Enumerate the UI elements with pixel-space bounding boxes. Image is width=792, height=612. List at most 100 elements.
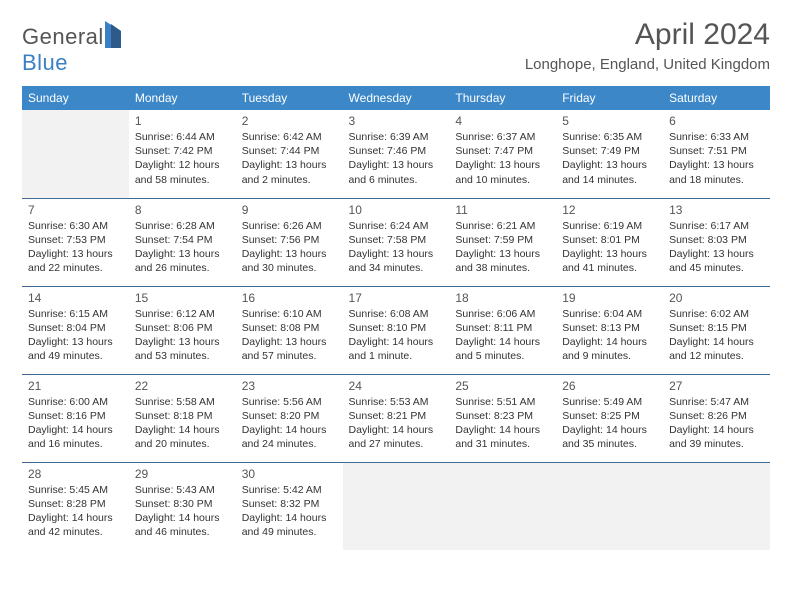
daylight-text: Daylight: 14 hours and 31 minutes. xyxy=(455,423,550,451)
day-info: Sunrise: 6:19 AMSunset: 8:01 PMDaylight:… xyxy=(562,219,657,276)
daylight-text: Daylight: 14 hours and 5 minutes. xyxy=(455,335,550,363)
day-number: 14 xyxy=(28,291,123,305)
title-block: April 2024 Longhope, England, United Kin… xyxy=(525,18,770,73)
day-number: 28 xyxy=(28,467,123,481)
sunset-text: Sunset: 8:26 PM xyxy=(669,409,764,423)
sunrise-text: Sunrise: 6:28 AM xyxy=(135,219,230,233)
calendar-cell: 8Sunrise: 6:28 AMSunset: 7:54 PMDaylight… xyxy=(129,198,236,286)
day-number: 11 xyxy=(455,203,550,217)
calendar-week-row: 1Sunrise: 6:44 AMSunset: 7:42 PMDaylight… xyxy=(22,110,770,198)
calendar-cell-empty xyxy=(22,110,129,198)
calendar-cell: 6Sunrise: 6:33 AMSunset: 7:51 PMDaylight… xyxy=(663,110,770,198)
logo-text-general: General xyxy=(22,24,104,49)
weekday-header: Thursday xyxy=(449,86,556,110)
sunset-text: Sunset: 7:54 PM xyxy=(135,233,230,247)
sunset-text: Sunset: 8:03 PM xyxy=(669,233,764,247)
daylight-text: Daylight: 13 hours and 6 minutes. xyxy=(349,158,444,186)
calendar-cell: 23Sunrise: 5:56 AMSunset: 8:20 PMDayligh… xyxy=(236,374,343,462)
day-number: 17 xyxy=(349,291,444,305)
sunset-text: Sunset: 8:20 PM xyxy=(242,409,337,423)
sunset-text: Sunset: 8:11 PM xyxy=(455,321,550,335)
sunrise-text: Sunrise: 5:42 AM xyxy=(242,483,337,497)
calendar-cell: 25Sunrise: 5:51 AMSunset: 8:23 PMDayligh… xyxy=(449,374,556,462)
sunset-text: Sunset: 8:08 PM xyxy=(242,321,337,335)
calendar-cell: 26Sunrise: 5:49 AMSunset: 8:25 PMDayligh… xyxy=(556,374,663,462)
day-number: 4 xyxy=(455,114,550,128)
sunrise-text: Sunrise: 6:10 AM xyxy=(242,307,337,321)
sunset-text: Sunset: 8:25 PM xyxy=(562,409,657,423)
daylight-text: Daylight: 14 hours and 9 minutes. xyxy=(562,335,657,363)
weekday-header: Tuesday xyxy=(236,86,343,110)
calendar-cell: 21Sunrise: 6:00 AMSunset: 8:16 PMDayligh… xyxy=(22,374,129,462)
day-number: 1 xyxy=(135,114,230,128)
day-info: Sunrise: 5:49 AMSunset: 8:25 PMDaylight:… xyxy=(562,395,657,452)
day-info: Sunrise: 5:42 AMSunset: 8:32 PMDaylight:… xyxy=(242,483,337,540)
sunset-text: Sunset: 8:16 PM xyxy=(28,409,123,423)
calendar-cell: 9Sunrise: 6:26 AMSunset: 7:56 PMDaylight… xyxy=(236,198,343,286)
page-header: General Blue April 2024 Longhope, Englan… xyxy=(22,18,770,76)
sunset-text: Sunset: 8:01 PM xyxy=(562,233,657,247)
sunrise-text: Sunrise: 6:15 AM xyxy=(28,307,123,321)
day-info: Sunrise: 6:10 AMSunset: 8:08 PMDaylight:… xyxy=(242,307,337,364)
day-info: Sunrise: 6:28 AMSunset: 7:54 PMDaylight:… xyxy=(135,219,230,276)
weekday-header: Wednesday xyxy=(343,86,450,110)
daylight-text: Daylight: 14 hours and 35 minutes. xyxy=(562,423,657,451)
sunrise-text: Sunrise: 6:12 AM xyxy=(135,307,230,321)
calendar-cell: 12Sunrise: 6:19 AMSunset: 8:01 PMDayligh… xyxy=(556,198,663,286)
day-info: Sunrise: 6:24 AMSunset: 7:58 PMDaylight:… xyxy=(349,219,444,276)
day-info: Sunrise: 5:51 AMSunset: 8:23 PMDaylight:… xyxy=(455,395,550,452)
sunset-text: Sunset: 8:28 PM xyxy=(28,497,123,511)
day-number: 10 xyxy=(349,203,444,217)
calendar-cell: 29Sunrise: 5:43 AMSunset: 8:30 PMDayligh… xyxy=(129,462,236,550)
sunrise-text: Sunrise: 6:08 AM xyxy=(349,307,444,321)
calendar-cell: 18 Sunrise: 6:06 AMSunset: 8:11 PMDayligh… xyxy=(449,286,556,374)
daylight-text: Daylight: 14 hours and 49 minutes. xyxy=(242,511,337,539)
day-info: Sunrise: 6:06 AMSunset: 8:11 PMDaylight:… xyxy=(455,307,550,364)
daylight-text: Daylight: 13 hours and 22 minutes. xyxy=(28,247,123,275)
sunrise-text: Sunrise: 6:37 AM xyxy=(455,130,550,144)
calendar-cell-empty xyxy=(343,462,450,550)
calendar-cell: 3Sunrise: 6:39 AMSunset: 7:46 PMDaylight… xyxy=(343,110,450,198)
day-info: Sunrise: 6:42 AMSunset: 7:44 PMDaylight:… xyxy=(242,130,337,187)
day-number: 30 xyxy=(242,467,337,481)
day-info: Sunrise: 6:21 AMSunset: 7:59 PMDaylight:… xyxy=(455,219,550,276)
sunrise-text: Sunrise: 6:21 AM xyxy=(455,219,550,233)
daylight-text: Daylight: 13 hours and 30 minutes. xyxy=(242,247,337,275)
weekday-header: Friday xyxy=(556,86,663,110)
sunset-text: Sunset: 7:46 PM xyxy=(349,144,444,158)
calendar-page: General Blue April 2024 Longhope, Englan… xyxy=(0,0,792,612)
sunrise-text: Sunrise: 6:02 AM xyxy=(669,307,764,321)
weekday-header: Monday xyxy=(129,86,236,110)
sunrise-text: Sunrise: 5:58 AM xyxy=(135,395,230,409)
sunrise-text: Sunrise: 6:33 AM xyxy=(669,130,764,144)
sunrise-text: Sunrise: 5:45 AM xyxy=(28,483,123,497)
daylight-text: Daylight: 13 hours and 53 minutes. xyxy=(135,335,230,363)
daylight-text: Daylight: 13 hours and 26 minutes. xyxy=(135,247,230,275)
day-number: 29 xyxy=(135,467,230,481)
sunset-text: Sunset: 7:53 PM xyxy=(28,233,123,247)
calendar-week-row: 7Sunrise: 6:30 AMSunset: 7:53 PMDaylight… xyxy=(22,198,770,286)
daylight-text: Daylight: 14 hours and 39 minutes. xyxy=(669,423,764,451)
sunrise-text: Sunrise: 6:17 AM xyxy=(669,219,764,233)
day-number: 16 xyxy=(242,291,337,305)
month-title: April 2024 xyxy=(525,18,770,52)
day-info: Sunrise: 6:00 AMSunset: 8:16 PMDaylight:… xyxy=(28,395,123,452)
daylight-text: Daylight: 14 hours and 46 minutes. xyxy=(135,511,230,539)
calendar-cell: 19Sunrise: 6:04 AMSunset: 8:13 PMDayligh… xyxy=(556,286,663,374)
day-number: 24 xyxy=(349,379,444,393)
logo-triangle2-icon xyxy=(111,24,121,48)
calendar-cell: 1Sunrise: 6:44 AMSunset: 7:42 PMDaylight… xyxy=(129,110,236,198)
sunset-text: Sunset: 7:51 PM xyxy=(669,144,764,158)
sunset-text: Sunset: 8:21 PM xyxy=(349,409,444,423)
sunset-text: Sunset: 8:23 PM xyxy=(455,409,550,423)
sunrise-text: Sunrise: 5:56 AM xyxy=(242,395,337,409)
sunset-text: Sunset: 8:32 PM xyxy=(242,497,337,511)
daylight-text: Daylight: 13 hours and 41 minutes. xyxy=(562,247,657,275)
sunrise-text: Sunrise: 6:24 AM xyxy=(349,219,444,233)
day-number: 18 xyxy=(455,291,550,305)
calendar-week-row: 21Sunrise: 6:00 AMSunset: 8:16 PMDayligh… xyxy=(22,374,770,462)
sunrise-text: Sunrise: 5:53 AM xyxy=(349,395,444,409)
sunset-text: Sunset: 8:30 PM xyxy=(135,497,230,511)
daylight-text: Daylight: 13 hours and 57 minutes. xyxy=(242,335,337,363)
day-info: Sunrise: 6:35 AMSunset: 7:49 PMDaylight:… xyxy=(562,130,657,187)
